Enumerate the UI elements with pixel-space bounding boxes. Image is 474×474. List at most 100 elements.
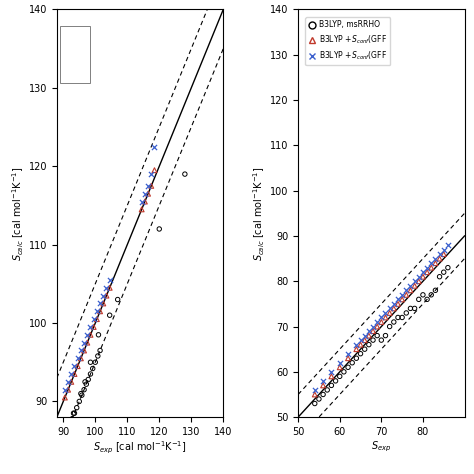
Point: [415, 277, 422, 285]
Point: [100, 300, 107, 307]
Point: [344, 355, 352, 362]
Point: [348, 359, 356, 366]
Point: [394, 300, 402, 308]
Point: [144, 190, 152, 198]
Point: [402, 309, 410, 317]
Point: [394, 314, 402, 321]
Point: [138, 198, 146, 205]
Point: [87, 323, 94, 331]
Point: [71, 410, 78, 417]
Point: [402, 291, 410, 299]
Point: [323, 386, 331, 394]
Point: [78, 392, 86, 399]
Point: [353, 341, 360, 348]
Point: [398, 296, 406, 303]
Point: [181, 170, 189, 178]
Point: [419, 273, 427, 281]
Point: [369, 323, 377, 330]
Point: [67, 378, 75, 386]
Point: [398, 291, 406, 299]
Point: [151, 166, 158, 174]
Point: [444, 241, 452, 249]
Point: [386, 323, 393, 330]
Point: [90, 315, 98, 323]
Point: [394, 296, 402, 303]
Point: [66, 421, 73, 429]
Point: [415, 273, 422, 281]
Point: [428, 291, 435, 299]
Point: [91, 358, 99, 366]
Y-axis label: $S_{calc}$ [cal mol$^{-1}$K$^{-1}$]: $S_{calc}$ [cal mol$^{-1}$K$^{-1}$]: [252, 166, 267, 261]
Point: [336, 364, 344, 371]
Point: [61, 386, 69, 393]
Point: [100, 292, 107, 300]
Point: [357, 337, 365, 344]
Point: [332, 377, 339, 385]
Point: [436, 250, 443, 258]
Point: [77, 355, 85, 362]
Point: [382, 314, 389, 321]
Point: [344, 364, 352, 371]
Point: [365, 332, 373, 339]
Point: [96, 300, 104, 307]
Point: [432, 286, 439, 294]
Point: [80, 339, 88, 346]
Point: [319, 377, 327, 385]
Point: [77, 390, 85, 397]
Point: [328, 382, 335, 389]
Point: [328, 373, 335, 380]
Point: [315, 395, 323, 403]
Point: [74, 362, 82, 370]
Point: [82, 381, 90, 388]
Point: [423, 264, 431, 272]
Point: [106, 311, 113, 319]
Point: [428, 264, 435, 272]
Point: [440, 268, 447, 276]
Point: [75, 398, 83, 405]
Point: [428, 259, 435, 267]
Point: [106, 284, 113, 292]
Point: [432, 255, 439, 263]
Point: [440, 246, 447, 253]
Point: [67, 370, 75, 378]
Point: [411, 305, 419, 312]
Point: [80, 386, 88, 393]
X-axis label: $S_{exp}$: $S_{exp}$: [371, 439, 392, 454]
Point: [103, 292, 110, 300]
Point: [419, 291, 427, 299]
Point: [81, 378, 89, 386]
Point: [64, 386, 72, 393]
Point: [93, 308, 100, 315]
Point: [94, 352, 101, 360]
Point: [369, 327, 377, 335]
Point: [419, 268, 427, 276]
Point: [374, 323, 381, 330]
Point: [365, 327, 373, 335]
Point: [407, 305, 414, 312]
Point: [87, 331, 94, 338]
Point: [83, 339, 91, 346]
Legend: B3LYP, msRRHO, B3LYP +$S_{conf}$(GFF, B3LYP +$S_{conf}$(GFF: B3LYP, msRRHO, B3LYP +$S_{conf}$(GFF, B3…: [305, 18, 390, 65]
Point: [64, 428, 71, 435]
Point: [432, 259, 439, 267]
Point: [361, 332, 368, 339]
Point: [84, 376, 92, 383]
Point: [61, 433, 69, 440]
Point: [71, 370, 78, 378]
Point: [96, 346, 104, 354]
Point: [369, 337, 377, 344]
Point: [68, 415, 76, 422]
Point: [328, 368, 335, 375]
Point: [95, 331, 102, 338]
Point: [423, 296, 431, 303]
Point: [374, 332, 381, 339]
Point: [440, 250, 447, 258]
Point: [151, 143, 158, 150]
Point: [402, 286, 410, 294]
Point: [61, 394, 69, 401]
Point: [353, 346, 360, 353]
Point: [77, 346, 85, 354]
Point: [141, 198, 149, 205]
Point: [382, 309, 389, 317]
Point: [436, 273, 443, 281]
